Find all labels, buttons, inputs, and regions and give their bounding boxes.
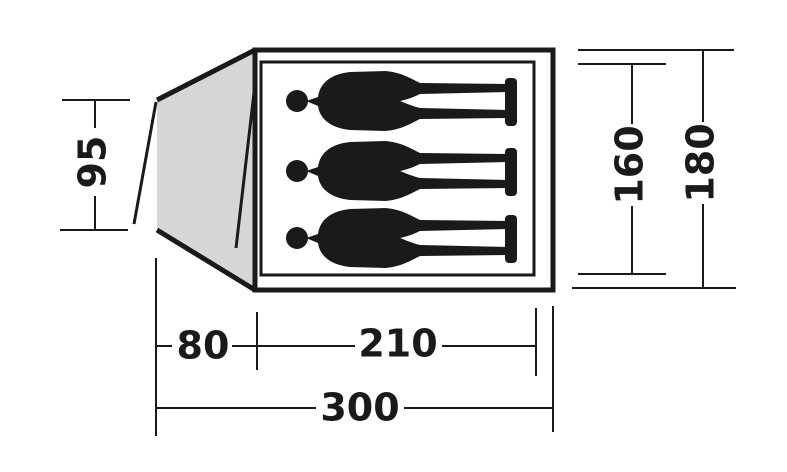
dimension-porch-length: 80 (156, 324, 257, 368)
outer-width-label: 180 (679, 123, 723, 202)
porch-fill (157, 52, 255, 290)
sleepers-group (286, 71, 517, 268)
outer-tent-body (252, 47, 556, 293)
porch-top-edge (155, 47, 257, 103)
sleeper-3 (286, 208, 517, 268)
total-length-label: 300 (320, 386, 399, 430)
sleeper-2 (286, 141, 517, 201)
porch-length-label: 80 (177, 324, 230, 368)
porch-area (132, 47, 257, 293)
dimension-inner-width: 160 (578, 63, 666, 275)
sleeper-1 (286, 71, 517, 131)
inner-width-label: 160 (608, 125, 652, 204)
porch-door-line (132, 101, 158, 225)
dimension-total-length: 300 (156, 386, 553, 430)
dimension-outer-width: 180 (572, 49, 736, 289)
porch-bottom-edge (155, 227, 257, 293)
inner-length-label: 210 (358, 322, 437, 366)
dimension-inner-length: 210 (257, 322, 536, 366)
porch-height-label: 95 (71, 136, 115, 189)
extension-lines (155, 258, 554, 436)
dimension-porch-height: 95 (60, 99, 130, 231)
inner-door-line (234, 83, 257, 249)
